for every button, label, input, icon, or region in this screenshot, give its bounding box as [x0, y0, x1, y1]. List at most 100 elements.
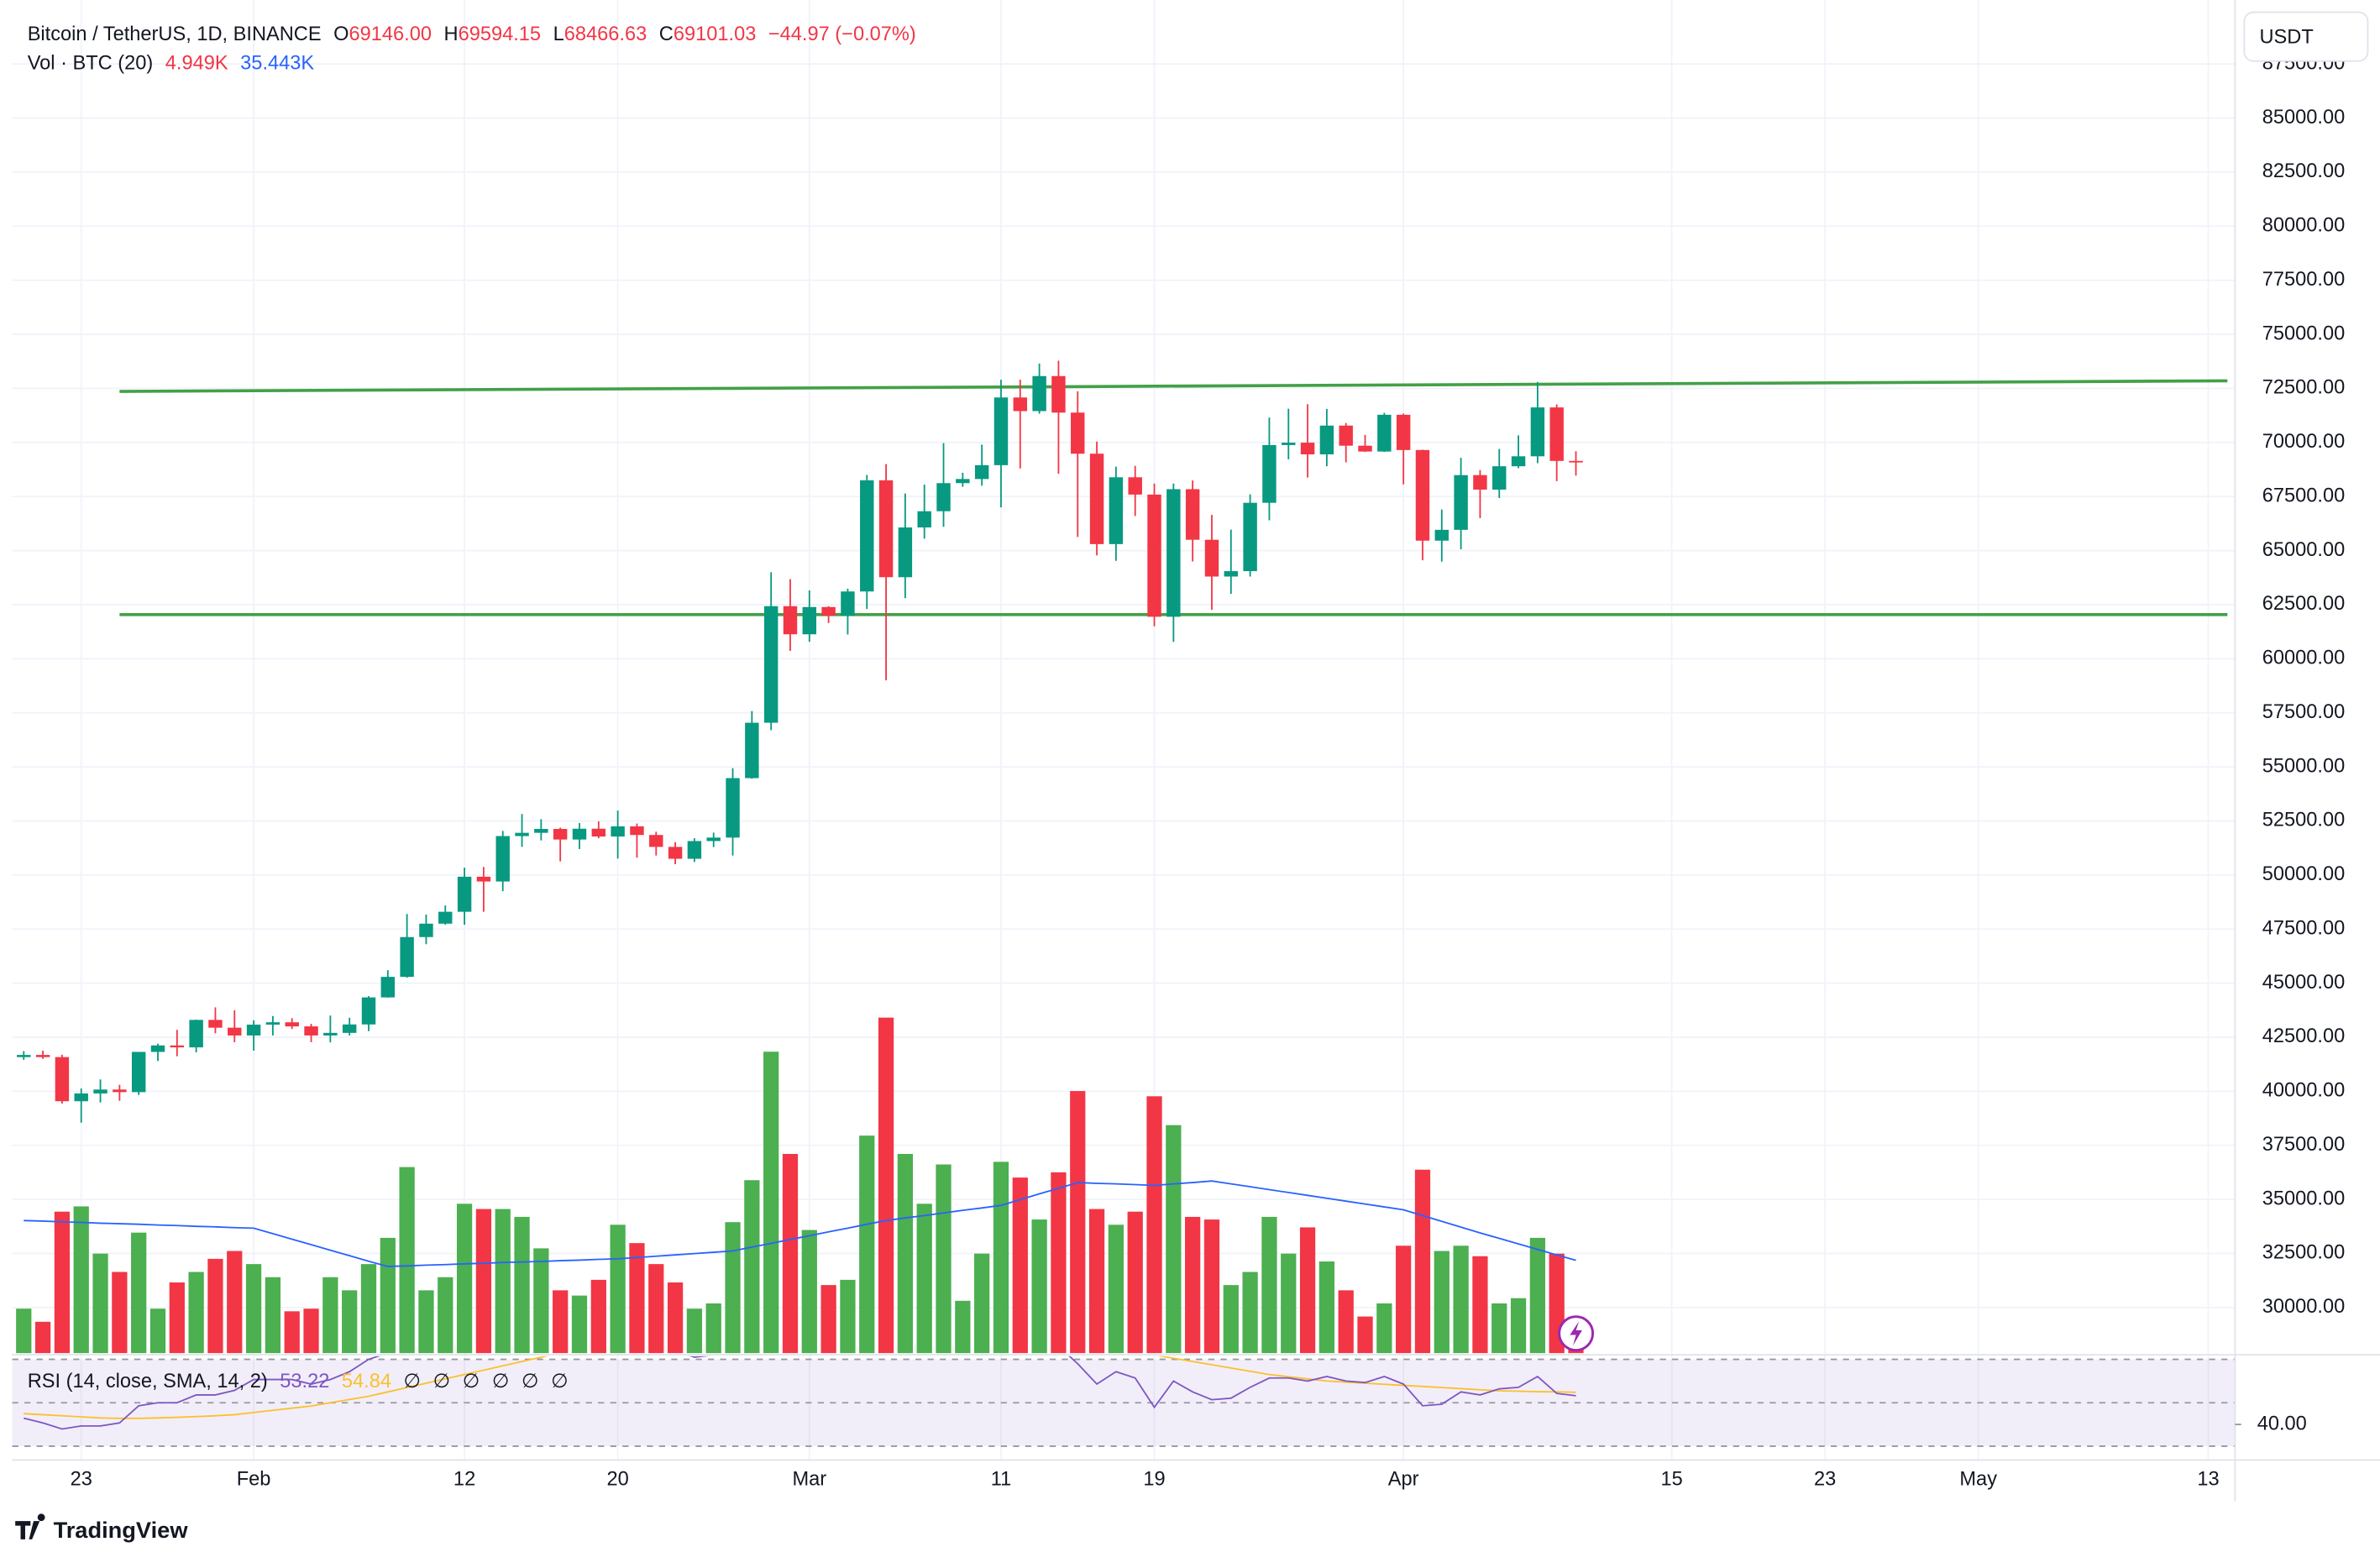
low-label: L: [553, 24, 564, 45]
candle-body: [1147, 494, 1161, 617]
candle-body: [189, 1020, 203, 1048]
candle-body: [55, 1057, 70, 1102]
y-tick-label: 67500.00: [2262, 485, 2345, 506]
legend-rsi: RSI (14, close, SMA, 14, 2) 53.22 54.84 ∅ ∅ ∅…: [28, 1371, 569, 1392]
rsi-extra: ∅: [522, 1371, 539, 1392]
x-tick-label: May: [1959, 1468, 1997, 1490]
candle-body: [457, 876, 472, 912]
y-tick-label: 82500.00: [2262, 160, 2345, 182]
candle-body: [1224, 571, 1239, 577]
volume-bar: [188, 1272, 204, 1354]
volume-bar: [303, 1308, 319, 1354]
candle-body: [841, 591, 855, 616]
brand-name: TradingView: [54, 1517, 189, 1543]
candle-body: [534, 829, 548, 833]
candle-body: [726, 778, 740, 838]
volume-bar: [1203, 1219, 1220, 1354]
volume-bar: [782, 1154, 799, 1354]
volume-bar: [265, 1277, 281, 1354]
candle-body: [285, 1022, 299, 1027]
candle-body: [515, 832, 529, 836]
volume-last: 4.949K: [165, 53, 228, 75]
volume-bar: [974, 1253, 990, 1354]
candle-body: [1262, 444, 1276, 503]
rsi-tick-label: 40.00: [2257, 1413, 2307, 1434]
y-tick-label: 65000.00: [2262, 539, 2345, 561]
volume-bar: [149, 1308, 166, 1354]
volume-bar: [801, 1230, 817, 1354]
candle-body: [1549, 407, 1564, 461]
volume-bar: [112, 1272, 128, 1354]
brand-logo[interactable]: TradingView: [15, 1513, 188, 1543]
volume-bar: [1396, 1245, 1412, 1354]
y-tick-label: 40000.00: [2262, 1080, 2345, 1102]
volume-bar: [1051, 1172, 1067, 1354]
symbol-title: Bitcoin / TetherUS, 1D, BINANCE: [28, 24, 322, 45]
volume-bar: [1088, 1209, 1105, 1354]
price-pane: [17, 360, 2228, 1123]
volume-bar: [399, 1167, 415, 1354]
candle-body: [1243, 502, 1257, 572]
candle-body: [35, 1055, 50, 1057]
volume-bar: [1434, 1251, 1449, 1354]
candle-body: [304, 1026, 318, 1036]
volume-bar: [227, 1251, 243, 1354]
legend-main: Bitcoin / TetherUS, 1D, BINANCE O69146.00…: [28, 24, 916, 45]
candle-body: [1204, 539, 1219, 577]
volume-bar: [1127, 1211, 1143, 1354]
candle-body: [763, 606, 778, 723]
candle-body: [1013, 397, 1028, 412]
candle-body: [1415, 449, 1430, 541]
y-tick-label: 37500.00: [2262, 1134, 2345, 1156]
candle-body: [706, 837, 721, 842]
volume-bar: [1146, 1096, 1162, 1354]
candle-body: [956, 479, 970, 484]
volume-bar: [34, 1321, 51, 1354]
currency-label[interactable]: USDT: [2259, 27, 2313, 49]
volume-bar: [553, 1290, 569, 1354]
volume-bar: [916, 1204, 932, 1354]
volume-bar: [820, 1285, 836, 1354]
volume-bar: [1031, 1219, 1047, 1354]
volume-bar: [1108, 1224, 1124, 1354]
candle-body: [687, 841, 702, 859]
x-tick-label: 19: [1143, 1468, 1165, 1490]
y-tick-label: 77500.00: [2262, 269, 2345, 291]
y-tick-label: 60000.00: [2262, 648, 2345, 669]
y-tick-label: 30000.00: [2262, 1296, 2345, 1318]
candle-body: [649, 835, 663, 847]
volume-bar: [993, 1162, 1009, 1354]
candle-body: [1300, 443, 1315, 454]
candle-body: [936, 483, 951, 511]
candle-body: [1319, 425, 1334, 454]
volume-bar: [245, 1264, 262, 1354]
volume-bar: [1338, 1290, 1354, 1354]
candle-body: [1511, 456, 1526, 467]
y-tick-label: 42500.00: [2262, 1025, 2345, 1047]
x-tick-label: 13: [2197, 1468, 2219, 1490]
volume-bar: [131, 1232, 147, 1354]
candle-body: [400, 936, 414, 978]
volume-bar: [169, 1282, 185, 1354]
y-tick-label: 57500.00: [2262, 701, 2345, 723]
candle-body: [1377, 414, 1392, 452]
candle-body: [1454, 475, 1468, 530]
volume-bar: [705, 1303, 721, 1354]
volume-bar: [840, 1279, 856, 1354]
change-value: −44.97 (−0.07%): [768, 24, 916, 45]
volume-bar: [1357, 1316, 1373, 1354]
rsi-extra: ∅: [433, 1371, 451, 1392]
volume-bar: [897, 1154, 914, 1354]
candle-body: [974, 464, 989, 480]
volume-bar: [73, 1206, 89, 1354]
volume-bar: [360, 1264, 377, 1354]
currency-button[interactable]: [2243, 11, 2369, 62]
x-tick-label: 23: [1814, 1468, 1836, 1490]
candle-body: [1492, 466, 1507, 490]
volume-bar: [1185, 1216, 1201, 1354]
rsi-extra: ∅: [492, 1371, 510, 1392]
rsi-line: [24, 1356, 1576, 1430]
high-label: H: [444, 24, 459, 45]
x-tick-label: Mar: [792, 1468, 826, 1490]
candle-body: [170, 1045, 185, 1048]
